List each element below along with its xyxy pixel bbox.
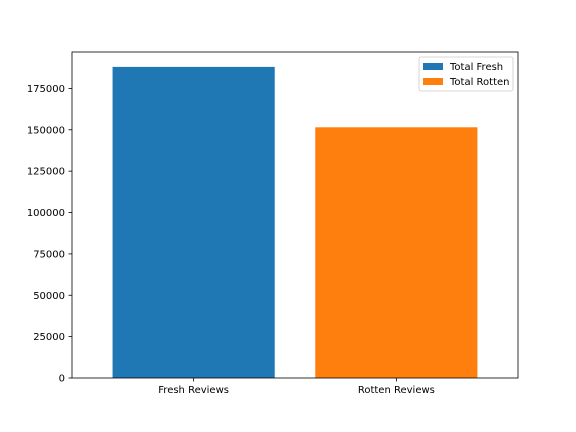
y-tick-label: 175000 [27, 84, 65, 95]
legend-label: Total Rotten [449, 77, 509, 88]
y-tick-label: 75000 [33, 249, 65, 260]
legend: Total Fresh Total Rotten [418, 56, 514, 92]
y-axis: 0 25000 50000 75000 100000 125000 150000 175000 [27, 84, 72, 385]
bar-rotten-reviews [315, 127, 478, 378]
legend-label: Total Fresh [449, 62, 503, 73]
y-tick-label: 100000 [27, 208, 65, 219]
y-tick-label: 25000 [33, 332, 65, 343]
y-tick-label: 50000 [33, 291, 65, 302]
y-tick-label: 0 [59, 374, 65, 385]
y-tick-label: 150000 [27, 125, 65, 136]
legend-swatch [423, 63, 443, 70]
x-axis: Fresh Reviews Rotten Reviews [158, 378, 435, 396]
x-tick-label: Fresh Reviews [158, 385, 229, 396]
bars-layer [112, 66, 478, 378]
y-tick-label: 125000 [27, 167, 65, 178]
plot-area-frame [71, 51, 519, 379]
x-tick-label: Rotten Reviews [358, 385, 435, 396]
bar-fresh-reviews [112, 66, 275, 378]
legend-swatch [423, 78, 443, 85]
